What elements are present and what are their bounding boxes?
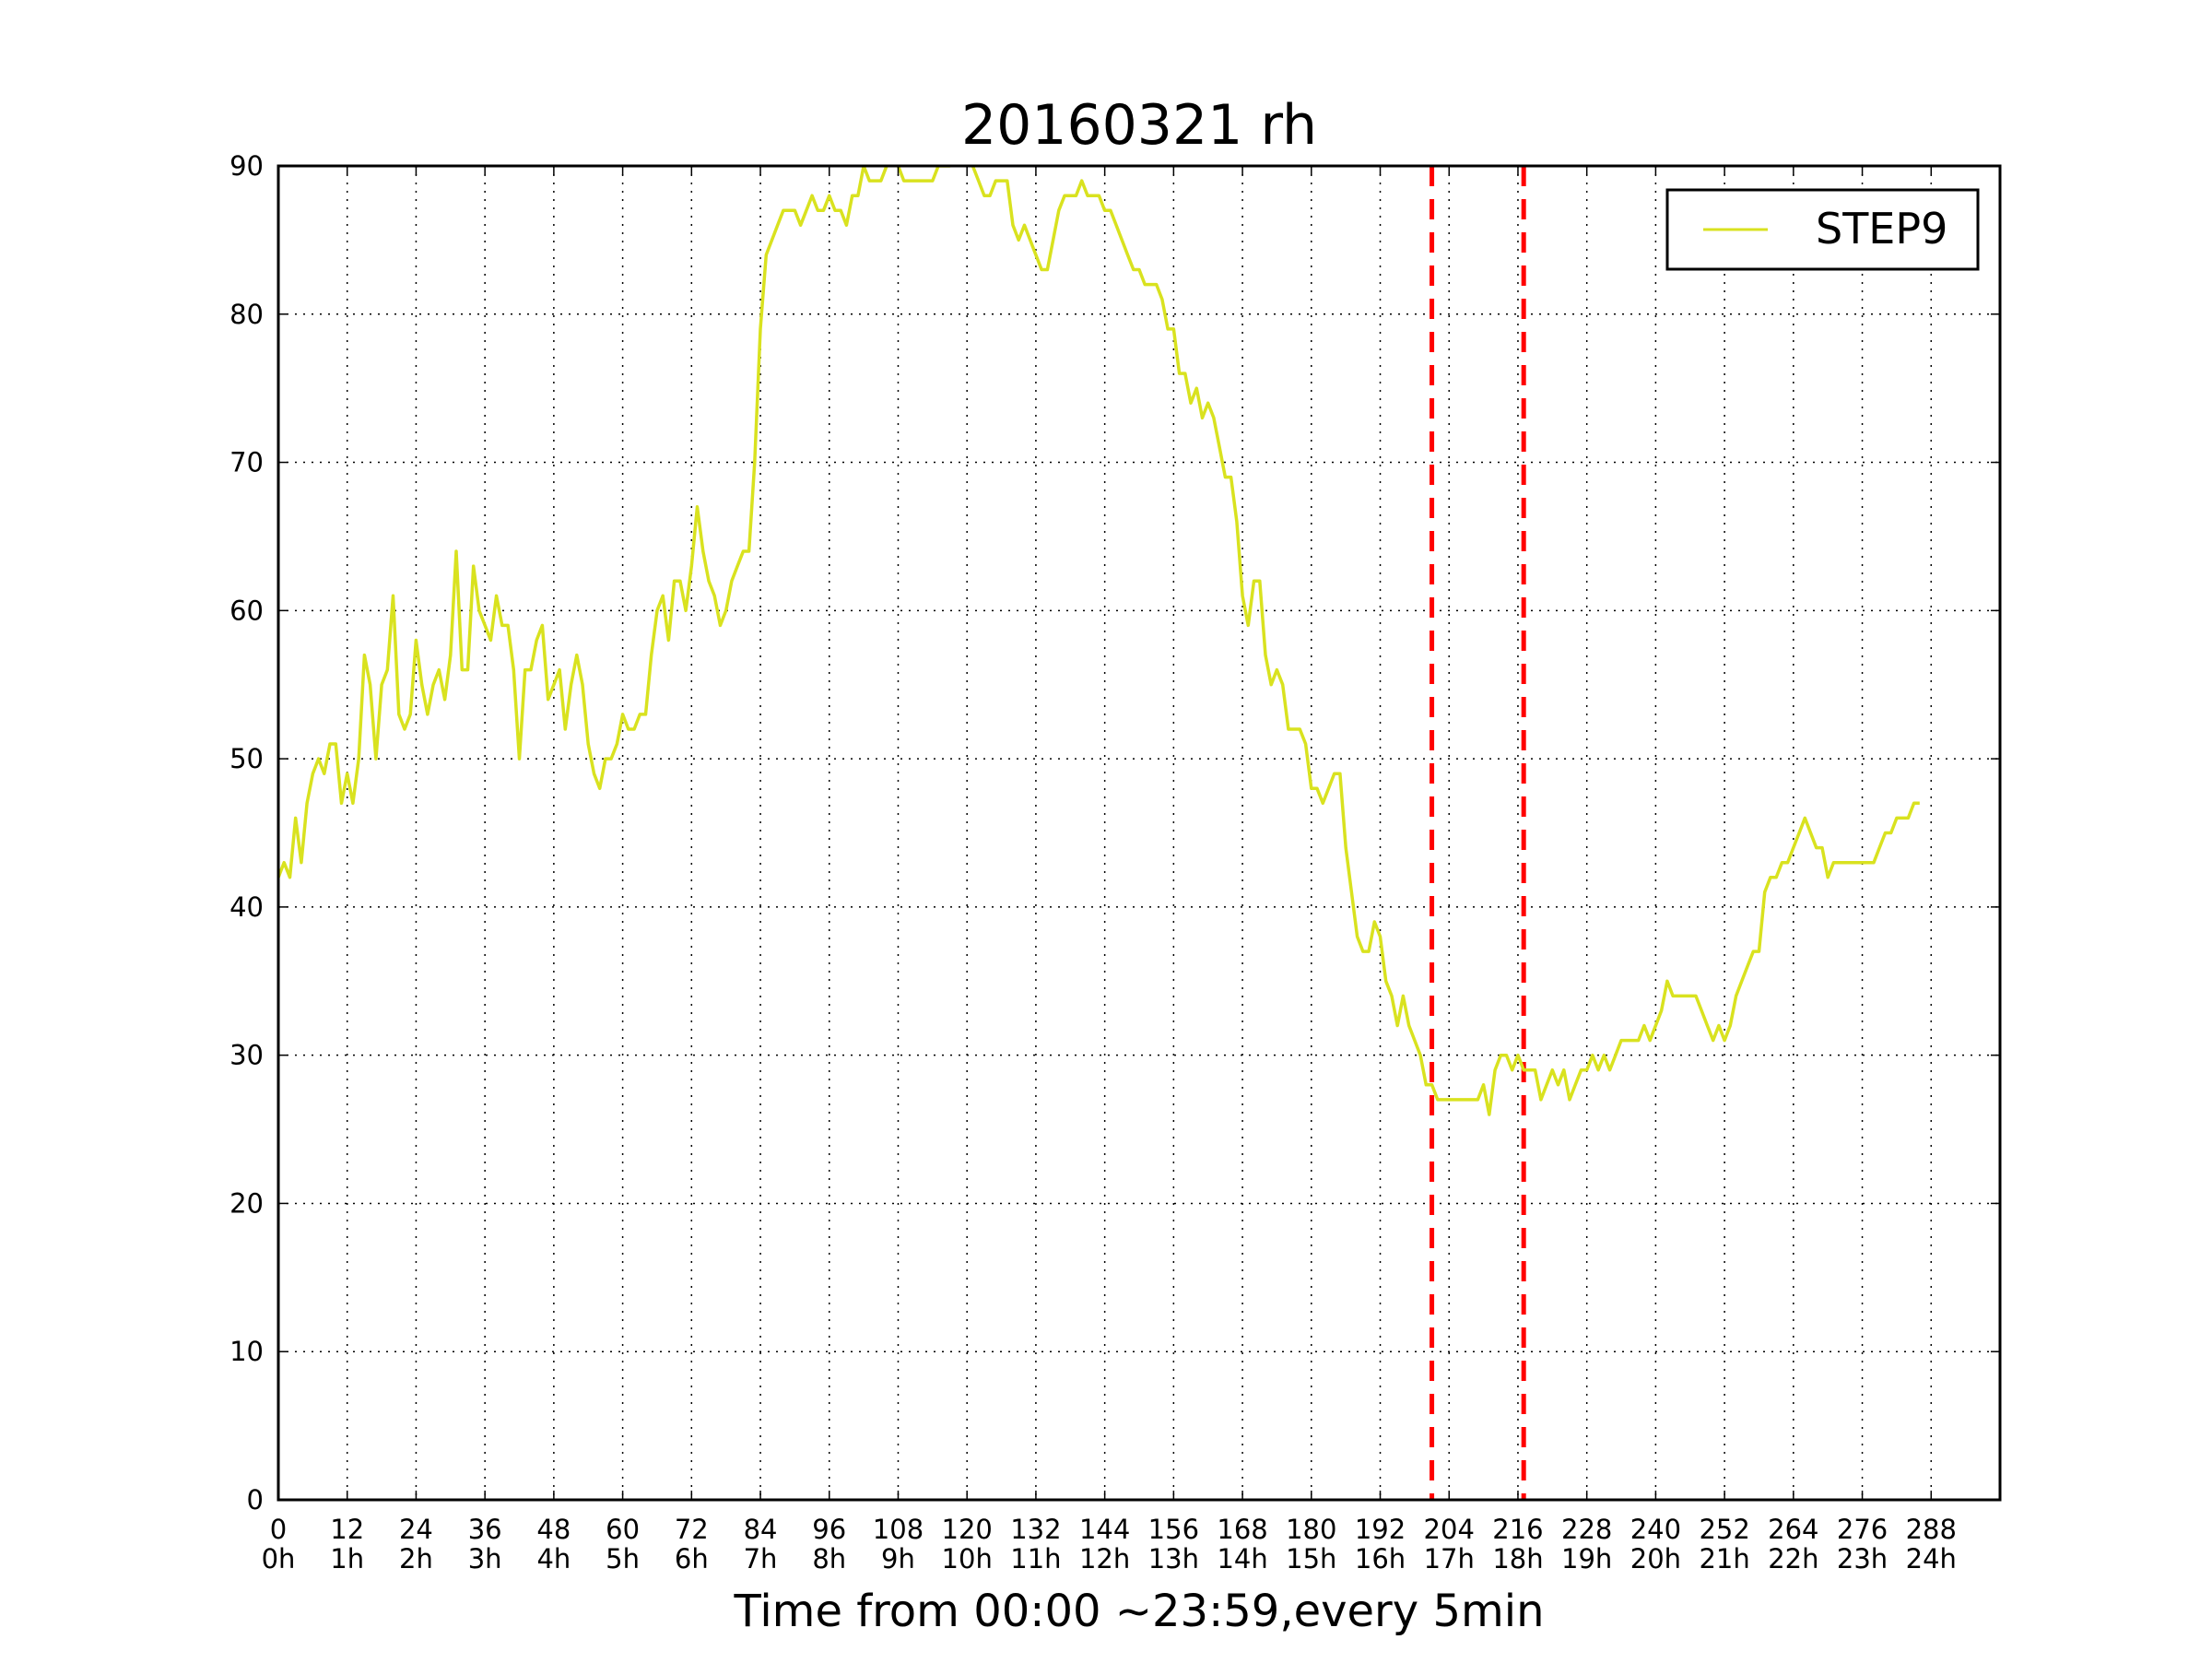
x-tick-label: 132 — [1010, 1514, 1061, 1545]
x-tick-label: 276 — [1837, 1514, 1888, 1545]
x-tick-hour-label: 8h — [812, 1543, 846, 1575]
chart-title: 20160321 rh — [961, 93, 1317, 158]
x-tick-label: 36 — [468, 1514, 502, 1545]
y-tick-label: 90 — [229, 150, 264, 182]
y-tick-label: 80 — [229, 299, 264, 330]
x-tick-hour-label: 1h — [330, 1543, 364, 1575]
y-tick-label: 30 — [229, 1040, 264, 1071]
y-tick-label: 40 — [229, 891, 264, 923]
x-tick-label: 252 — [1699, 1514, 1749, 1545]
x-tick-label: 168 — [1217, 1514, 1267, 1545]
x-tick-hour-label: 4h — [536, 1543, 571, 1575]
x-tick-hour-label: 11h — [1010, 1543, 1061, 1575]
x-tick-hour-label: 17h — [1424, 1543, 1475, 1575]
x-tick-hour-label: 6h — [675, 1543, 709, 1575]
x-tick-label: 120 — [942, 1514, 993, 1545]
x-tick-hour-label: 19h — [1561, 1543, 1612, 1575]
y-tick-label: 70 — [229, 447, 264, 478]
x-tick-hour-label: 10h — [942, 1543, 993, 1575]
series-group — [278, 166, 1920, 1116]
x-tick-label: 144 — [1079, 1514, 1130, 1545]
y-axis: 0 10 20 30 40 50 60 70 80 90 — [229, 150, 2000, 1516]
plot-frame — [276, 164, 2002, 1502]
x-tick-label: 60 — [606, 1514, 640, 1545]
y-tick-label: 0 — [247, 1484, 264, 1516]
y-tick-label: 10 — [229, 1336, 264, 1367]
x-tick-label: 12 — [330, 1514, 364, 1545]
x-tick-hour-label: 21h — [1699, 1543, 1749, 1575]
x-axis-label: Time from 00:00 ~23:59,every 5min — [734, 1586, 1545, 1637]
x-tick-label: 48 — [536, 1514, 571, 1545]
x-tick-label: 228 — [1561, 1514, 1612, 1545]
x-tick-hour-label: 7h — [744, 1543, 778, 1575]
x-tick-hour-label: 16h — [1355, 1543, 1406, 1575]
series-line — [278, 166, 1920, 1116]
x-tick-hour-label: 15h — [1286, 1543, 1336, 1575]
x-tick-label: 288 — [1906, 1514, 1957, 1545]
x-tick-hour-label: 3h — [468, 1543, 502, 1575]
x-tick-label: 216 — [1492, 1514, 1543, 1545]
legend-label: STEP9 — [1816, 204, 1947, 254]
x-tick-label: 156 — [1148, 1514, 1199, 1545]
reference-lines — [1430, 166, 1526, 1500]
x-tick-hour-label: 23h — [1837, 1543, 1888, 1575]
x-tick-hour-label: 24h — [1906, 1543, 1957, 1575]
x-tick-label: 0 — [270, 1514, 287, 1545]
x-tick-hour-label: 22h — [1768, 1543, 1818, 1575]
x-tick-label: 96 — [812, 1514, 846, 1545]
y-tick-label: 20 — [229, 1187, 264, 1219]
x-tick-hour-label: 9h — [881, 1543, 915, 1575]
x-tick-label: 72 — [675, 1514, 709, 1545]
x-tick-label: 192 — [1355, 1514, 1406, 1545]
y-tick-label: 60 — [229, 595, 264, 626]
x-tick-label: 84 — [744, 1514, 778, 1545]
x-tick-hour-label: 5h — [606, 1543, 640, 1575]
x-tick-hour-label: 12h — [1079, 1543, 1130, 1575]
x-tick-label: 180 — [1286, 1514, 1336, 1545]
legend: STEP9 — [1665, 188, 1980, 271]
x-tick-hour-label: 18h — [1492, 1543, 1543, 1575]
x-tick-label: 108 — [873, 1514, 924, 1545]
x-tick-hour-label: 2h — [399, 1543, 433, 1575]
x-tick-label: 264 — [1768, 1514, 1818, 1545]
x-tick-hour-label: 20h — [1630, 1543, 1681, 1575]
x-tick-label: 24 — [399, 1514, 433, 1545]
x-tick-label: 240 — [1630, 1514, 1681, 1545]
x-tick-hour-label: 0h — [262, 1543, 296, 1575]
x-tick-hour-label: 14h — [1217, 1543, 1267, 1575]
x-tick-hour-label: 13h — [1148, 1543, 1199, 1575]
y-tick-label: 50 — [229, 743, 264, 774]
x-tick-label: 204 — [1424, 1514, 1475, 1545]
